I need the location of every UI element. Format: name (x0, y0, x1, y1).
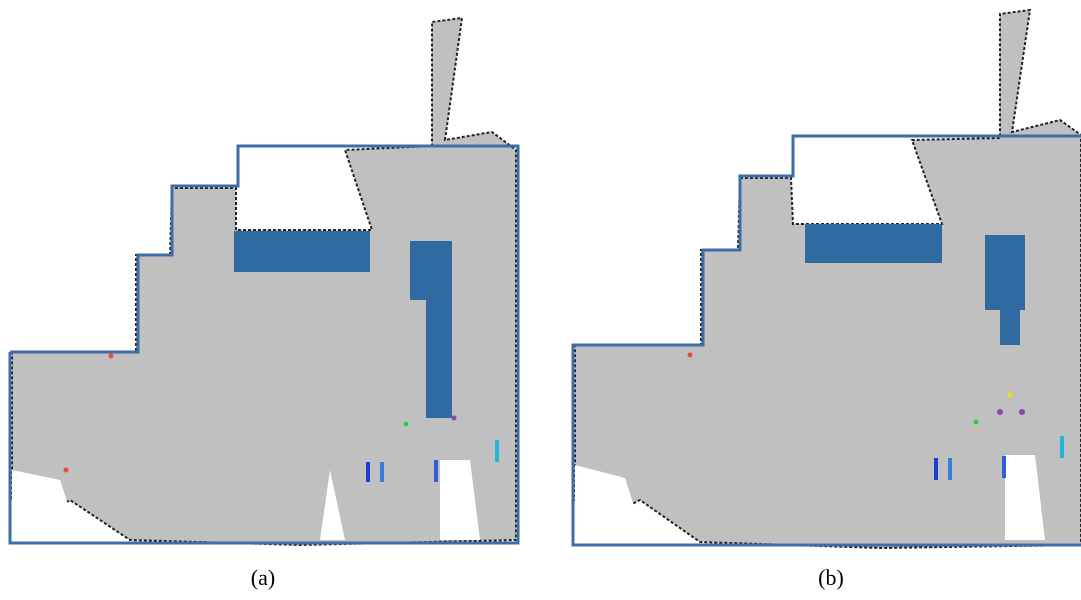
page: (a) (b) (() => { const data = JSON.parse… (0, 0, 1081, 600)
figure: (a) (b) (0, 0, 1081, 600)
panel-label: (b) (818, 565, 844, 590)
map-panel-a (10, 18, 518, 545)
missed-region (805, 224, 942, 263)
map-panel-b (573, 10, 1081, 548)
panel-label: (a) (251, 565, 275, 590)
missed-region (234, 231, 370, 272)
